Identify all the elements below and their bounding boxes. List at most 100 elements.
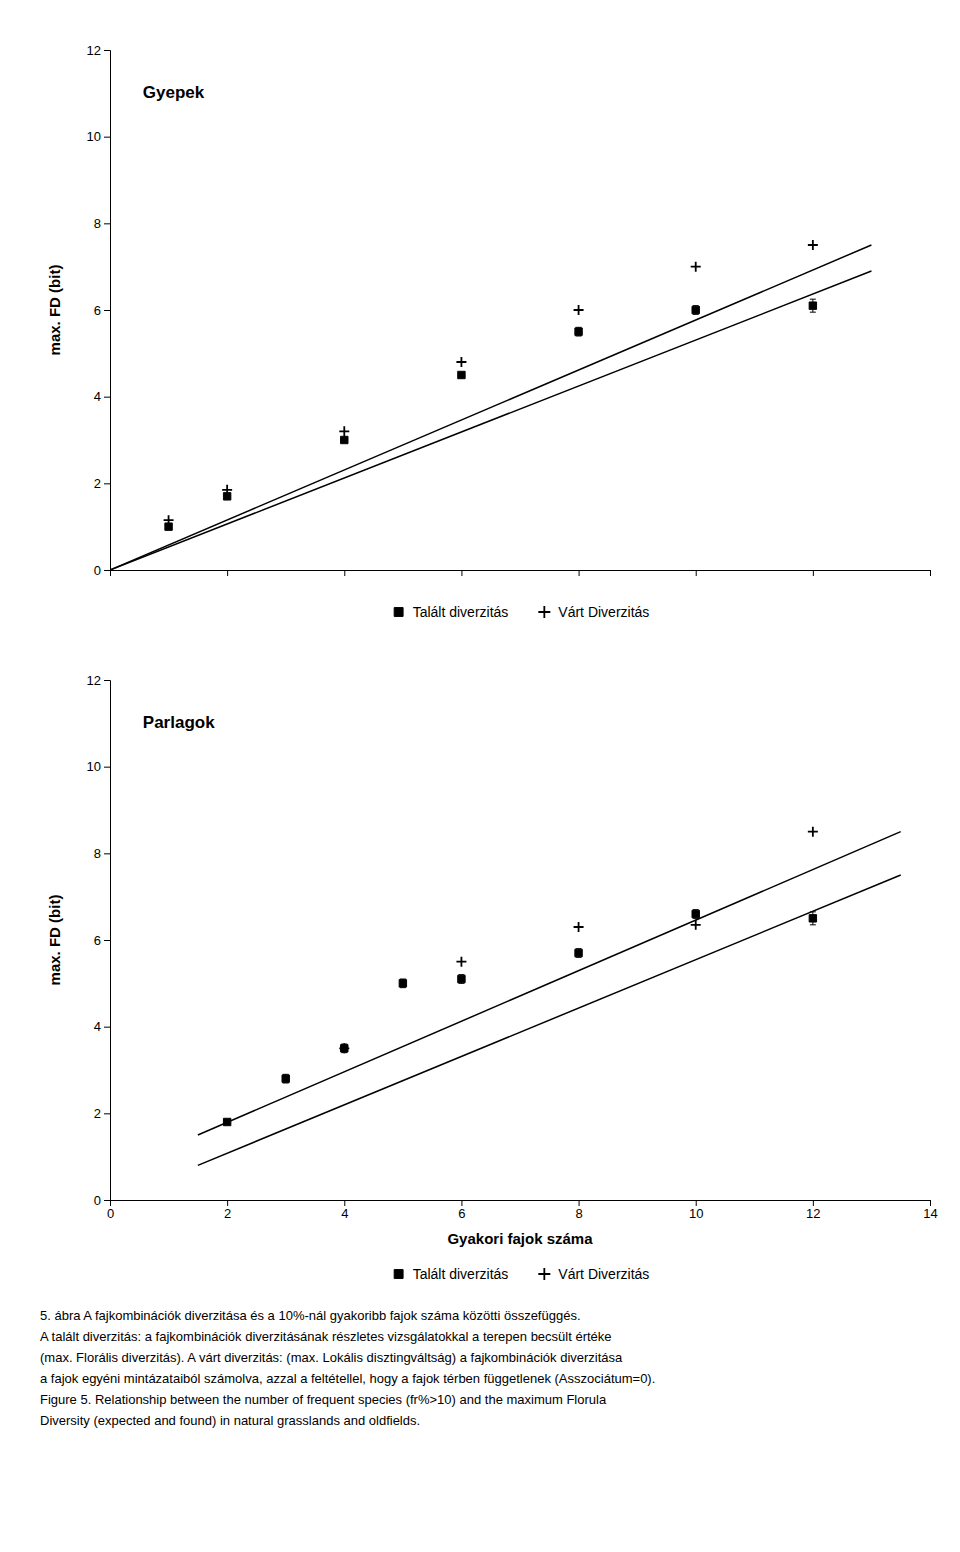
y-tick-label: 2: [94, 476, 101, 491]
x-tick-label: 10: [689, 1206, 703, 1221]
point: [164, 515, 174, 525]
point: [458, 975, 465, 982]
caption-line: A talált diverzitás: a fajkombinációk di…: [40, 1329, 612, 1344]
x-tick: [227, 570, 228, 576]
legend-marker: [394, 1270, 403, 1279]
x-tick-label: 8: [575, 1206, 582, 1221]
error-bar: [693, 910, 699, 919]
point: [809, 302, 816, 309]
y-tick-mark: [104, 137, 110, 138]
y-tick-label: 4: [94, 389, 101, 404]
x-tick: [930, 570, 931, 576]
marker: [458, 975, 465, 982]
point: [223, 1118, 230, 1125]
point: [341, 436, 348, 443]
marker: [809, 302, 816, 309]
error-bar: [810, 912, 816, 925]
marker: [341, 436, 348, 443]
marker: [458, 371, 465, 378]
y-tick-mark: [104, 853, 110, 854]
error-bar: [458, 975, 464, 984]
point: [339, 1043, 349, 1053]
x-tick: [344, 570, 345, 576]
legend-symbol: [538, 1268, 550, 1280]
regression-line: [198, 875, 901, 1165]
legend-item: Talált diverzitás: [394, 604, 508, 620]
x-axis: [111, 570, 931, 576]
y-axis-title: max. FD (bit): [46, 265, 63, 356]
point: [692, 910, 699, 917]
marker: [574, 305, 584, 315]
x-tick-label: 12: [806, 1206, 820, 1221]
point: [456, 357, 466, 367]
y-axis-title: max. FD (bit): [46, 895, 63, 986]
marker: [692, 910, 699, 917]
y-axis-line: [104, 681, 111, 1201]
x-tick-mark: [579, 1200, 580, 1206]
legend-symbol: [394, 1270, 403, 1279]
legend-label: Várt Diverzitás: [558, 604, 649, 620]
y-tick: 6: [94, 303, 110, 318]
y-tick-mark: [104, 397, 110, 398]
caption-line: Figure 5. Relationship between the numbe…: [40, 1392, 607, 1407]
chart: 02468101214024681012Parlagokmax. FD (bit…: [40, 673, 938, 1428]
x-tick-label: 14: [923, 1206, 937, 1221]
chart-title: Parlagok: [143, 713, 215, 732]
marker: [339, 426, 349, 436]
x-tick: 0: [107, 1200, 114, 1221]
caption-line: a fajok egyéni mintázataiból számolva, a…: [40, 1371, 655, 1386]
regression-line: [110, 245, 871, 570]
legend-marker: [538, 606, 550, 618]
marker: [692, 306, 699, 313]
legend-item: Várt Diverzitás: [538, 1266, 649, 1282]
point: [575, 949, 582, 956]
figure: 0 2 4 6 8 10 12 Gyepek max. FD (bit) Talált diver…: [0, 0, 960, 1552]
y-tick-label: 10: [87, 129, 101, 144]
marker: [574, 922, 584, 932]
chart-title: Gyepek: [143, 83, 205, 102]
y-tick-mark: [104, 570, 110, 571]
plot-area: [198, 827, 901, 1166]
y-axis-line: [104, 51, 111, 571]
point: [691, 262, 701, 272]
marker: [456, 357, 466, 367]
y-tick-label: 6: [94, 303, 101, 318]
legend: Talált diverzitás Várt Diverzitás: [394, 1266, 649, 1282]
x-tick-mark: [930, 570, 931, 576]
marker: [223, 1118, 230, 1125]
caption-line: (max. Florális diverzitás). A várt diver…: [40, 1350, 623, 1365]
x-axis: 02468101214: [107, 1200, 938, 1221]
x-tick-mark: [227, 1200, 228, 1206]
y-tick-mark: [104, 767, 110, 768]
regression-line: [198, 832, 901, 1135]
regression-line: [110, 271, 871, 570]
y-tick: 12: [87, 43, 110, 58]
y-tick: 8: [94, 846, 110, 861]
point: [575, 328, 582, 335]
x-tick: 12: [806, 1200, 820, 1221]
y-tick: 10: [87, 759, 110, 774]
caption-line: Diversity (expected and found) in natura…: [40, 1413, 420, 1428]
y-tick-label: 10: [87, 759, 101, 774]
chart: 024681012Gyepekmax. FD (bit)Talált diver…: [46, 43, 931, 620]
marker: [575, 949, 582, 956]
point: [456, 957, 466, 967]
error-bar: [576, 327, 582, 336]
marker: [809, 915, 816, 922]
x-axis-line: [111, 571, 931, 577]
y-tick-label: 4: [94, 1019, 101, 1034]
caption: 5. ábra A fajkombinációk diverzitása és …: [40, 1308, 655, 1428]
x-tick-mark: [344, 1200, 345, 1206]
y-tick-label: 12: [87, 43, 101, 58]
error-bar: [693, 306, 699, 315]
y-tick-label: 8: [94, 216, 101, 231]
x-tick: 8: [575, 1200, 582, 1221]
x-tick-label: 2: [224, 1206, 231, 1221]
y-tick-mark: [104, 50, 110, 51]
point: [808, 827, 818, 837]
legend-symbol: [538, 606, 550, 618]
marker: [808, 827, 818, 837]
y-tick: 12: [87, 673, 110, 688]
marker: [339, 1043, 349, 1053]
legend-label: Talált diverzitás: [413, 1266, 509, 1282]
